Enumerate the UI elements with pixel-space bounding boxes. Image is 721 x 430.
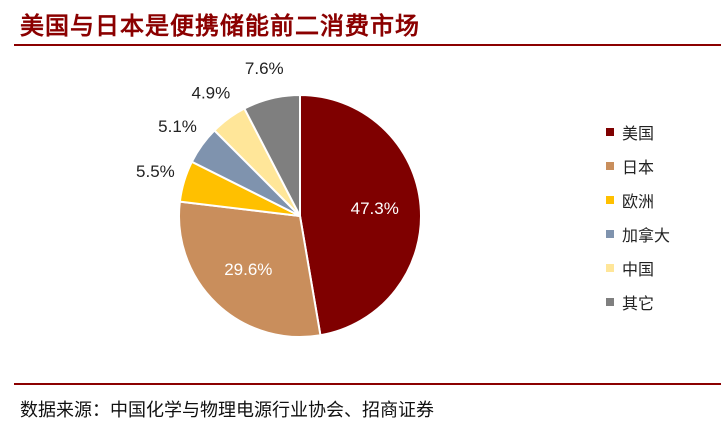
data-label-us: 47.3% <box>351 199 399 218</box>
data-label-japan: 29.6% <box>224 260 272 279</box>
data-label-canada: 5.1% <box>158 117 197 136</box>
legend-item-japan: 日本 <box>606 149 706 183</box>
pie-slice-other <box>243 93 301 217</box>
legend-item-canada: 加拿大 <box>606 217 706 251</box>
legend-swatch <box>606 128 614 136</box>
chart-legend: 美国日本欧洲加拿大中国其它 <box>606 115 706 319</box>
source-divider <box>14 383 721 385</box>
title-divider <box>14 44 721 46</box>
chart-title: 美国与日本是便携储能前二消费市场 <box>20 11 420 40</box>
legend-label: 欧洲 <box>622 192 655 211</box>
legend-label: 日本 <box>622 158 655 177</box>
pie-slice-us <box>299 93 422 337</box>
legend-swatch <box>606 162 614 170</box>
legend-swatch <box>606 230 614 238</box>
legend-label: 美国 <box>622 124 655 143</box>
source-note: 数据来源：中国化学与物理电源行业协会、招商证券 <box>20 400 434 421</box>
legend-swatch <box>606 264 614 272</box>
legend-item-other: 其它 <box>606 285 706 319</box>
data-label-europe: 5.5% <box>136 162 175 181</box>
legend-item-us: 美国 <box>606 115 706 149</box>
legend-label: 加拿大 <box>622 226 671 245</box>
data-label-china: 4.9% <box>191 84 230 103</box>
legend-item-europe: 欧洲 <box>606 183 706 217</box>
data-label-other: 7.6% <box>245 59 284 78</box>
legend-item-china: 中国 <box>606 251 706 285</box>
legend-label: 其它 <box>622 294 655 313</box>
legend-label: 中国 <box>622 260 655 279</box>
legend-swatch <box>606 196 614 204</box>
pie-slice-japan <box>178 200 322 338</box>
legend-swatch <box>606 298 614 306</box>
